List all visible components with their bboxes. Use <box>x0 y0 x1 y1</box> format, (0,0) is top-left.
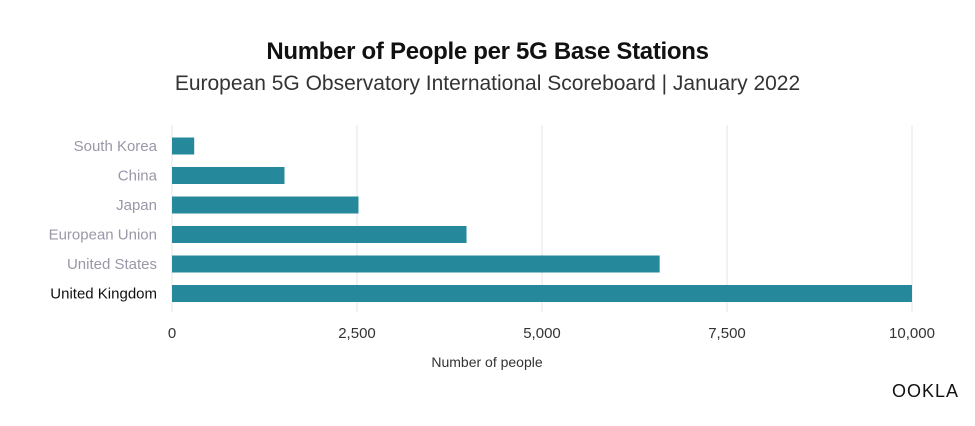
category-labels: South Korea China Japan European Union Unite… <box>49 138 158 303</box>
x-axis-label: Number of people <box>431 354 543 370</box>
category-label: Japan <box>116 197 157 214</box>
x-tick-label: 2,500 <box>338 325 376 342</box>
x-tick-label: 5,000 <box>523 325 561 342</box>
ookla-logo: OOKLA <box>892 381 960 401</box>
category-label: United Kingdom <box>50 286 157 303</box>
bar-european-union <box>172 226 467 243</box>
chart-title: Number of People per 5G Base Stations <box>266 38 709 65</box>
bar-united-kingdom <box>172 285 912 302</box>
bars <box>172 137 912 302</box>
category-label: United States <box>67 256 157 273</box>
category-label: European Union <box>49 227 157 244</box>
category-label: China <box>118 168 158 185</box>
chart-subtitle: European 5G Observatory International Sc… <box>174 72 801 95</box>
bar-south-korea <box>172 137 195 155</box>
bar-china <box>172 167 285 184</box>
bar-united-states <box>172 255 660 273</box>
gridlines <box>171 125 913 312</box>
x-tick-label: 0 <box>168 325 176 342</box>
x-tick-labels: 0 2,500 5,000 7,500 10,000 <box>168 325 935 342</box>
bar-japan <box>172 196 359 214</box>
x-tick-label: 10,000 <box>889 325 935 342</box>
category-label: South Korea <box>74 138 158 155</box>
x-tick-label: 7,500 <box>708 325 746 342</box>
